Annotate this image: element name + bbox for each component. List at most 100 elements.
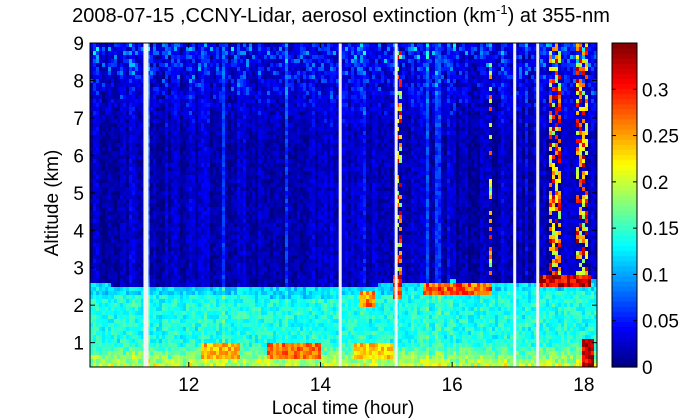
heatmap-cell xyxy=(165,179,169,184)
heatmap-cell xyxy=(219,295,223,300)
heatmap-cell xyxy=(267,143,271,148)
heatmap-cell xyxy=(261,343,265,348)
heatmap-cell xyxy=(234,127,238,132)
heatmap-cell xyxy=(93,247,97,252)
heatmap-cell xyxy=(153,299,157,304)
heatmap-cell xyxy=(126,263,130,268)
heatmap-cell xyxy=(141,159,145,164)
heatmap-cell xyxy=(120,315,124,320)
heatmap-cell xyxy=(225,363,229,368)
heatmap-cell xyxy=(102,95,106,100)
heatmap-cell xyxy=(258,119,262,124)
heatmap-cell xyxy=(228,99,232,104)
heatmap-cell xyxy=(138,263,142,268)
heatmap-cell xyxy=(123,83,127,88)
heatmap-cell xyxy=(222,343,226,348)
heatmap-cell xyxy=(255,155,259,160)
heatmap-cell xyxy=(192,55,196,60)
heatmap-cell xyxy=(225,359,229,364)
heatmap-cell xyxy=(153,95,157,100)
heatmap-cell xyxy=(240,199,244,204)
heatmap-cell xyxy=(99,243,103,248)
heatmap-cell xyxy=(207,131,211,136)
heatmap-cell xyxy=(261,167,265,172)
heatmap-cell xyxy=(126,151,130,156)
heatmap-cell xyxy=(267,71,271,76)
heatmap-cell xyxy=(273,95,277,100)
heatmap-cell xyxy=(273,199,277,204)
heatmap-cell xyxy=(234,211,238,216)
heatmap-cell xyxy=(108,55,112,60)
heatmap-cell xyxy=(123,167,127,172)
heatmap-cell xyxy=(264,303,268,308)
heatmap-cell xyxy=(228,279,232,284)
heatmap-cell xyxy=(165,131,169,136)
heatmap-cell xyxy=(141,235,145,240)
heatmap-cell xyxy=(171,99,175,104)
heatmap-cell xyxy=(120,307,124,312)
heatmap-cell xyxy=(273,251,277,256)
heatmap-cell xyxy=(123,87,127,92)
heatmap-cell xyxy=(264,167,268,172)
heatmap-cell xyxy=(261,115,265,120)
heatmap-cell xyxy=(153,159,157,164)
heatmap-cell xyxy=(174,147,178,152)
heatmap-cell xyxy=(147,159,151,164)
heatmap-cell xyxy=(117,103,121,108)
heatmap-cell xyxy=(138,311,142,316)
heatmap-cell xyxy=(222,235,226,240)
heatmap-cell xyxy=(177,215,181,220)
heatmap-cell xyxy=(204,115,208,120)
heatmap-cell xyxy=(273,243,277,248)
heatmap-cell xyxy=(219,307,223,312)
heatmap-cell xyxy=(222,143,226,148)
heatmap-cell xyxy=(240,291,244,296)
heatmap-cell xyxy=(150,159,154,164)
heatmap-cell xyxy=(150,199,154,204)
heatmap-cell xyxy=(219,251,223,256)
heatmap-cell xyxy=(246,327,250,332)
heatmap-cell xyxy=(243,67,247,72)
heatmap-cell xyxy=(153,63,157,68)
heatmap-cell xyxy=(90,67,94,72)
heatmap-cell xyxy=(120,83,124,88)
heatmap-cell xyxy=(261,47,265,52)
heatmap-cell xyxy=(132,183,136,188)
heatmap-cell xyxy=(258,283,262,288)
heatmap-cell xyxy=(105,219,109,224)
heatmap-cell xyxy=(258,147,262,152)
heatmap-cell xyxy=(219,263,223,268)
heatmap-cell xyxy=(186,207,190,212)
heatmap-cell xyxy=(249,103,253,108)
heatmap-cell xyxy=(243,323,247,328)
heatmap-cell xyxy=(117,359,121,364)
heatmap-cell xyxy=(111,203,115,208)
heatmap-cell xyxy=(213,355,217,360)
heatmap-cell xyxy=(222,259,226,264)
heatmap-cell xyxy=(129,227,133,232)
heatmap-cell xyxy=(183,279,187,284)
heatmap-cell xyxy=(222,47,226,52)
heatmap-cell xyxy=(111,215,115,220)
heatmap-cell xyxy=(150,247,154,252)
heatmap-cell xyxy=(96,167,100,172)
heatmap-cell xyxy=(270,171,274,176)
heatmap-cell xyxy=(192,323,196,328)
heatmap-cell xyxy=(234,231,238,236)
heatmap-cell xyxy=(120,283,124,288)
heatmap-cell xyxy=(195,347,199,352)
heatmap-cell xyxy=(105,283,109,288)
heatmap-cell xyxy=(168,331,172,336)
heatmap-cell xyxy=(246,343,250,348)
heatmap-cell xyxy=(255,95,259,100)
heatmap-cell xyxy=(270,163,274,168)
heatmap-cell xyxy=(237,51,241,56)
heatmap-cell xyxy=(222,203,226,208)
heatmap-cell xyxy=(126,291,130,296)
heatmap-cell xyxy=(99,239,103,244)
heatmap-cell xyxy=(237,223,241,228)
heatmap-cell xyxy=(102,303,106,308)
heatmap-cell xyxy=(231,339,235,344)
heatmap-cell xyxy=(117,219,121,224)
heatmap-cell xyxy=(108,159,112,164)
